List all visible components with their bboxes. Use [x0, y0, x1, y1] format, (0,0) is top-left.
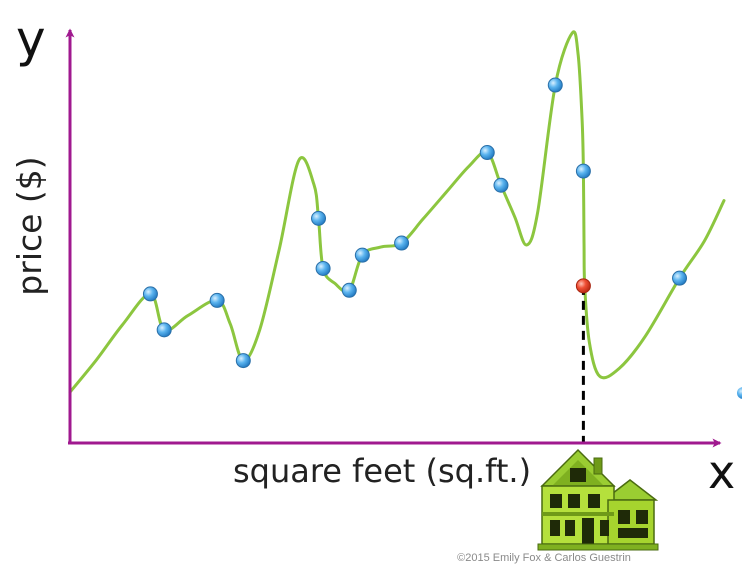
- data-point-9: [394, 235, 410, 251]
- data-point-3: [209, 292, 225, 308]
- data-point-5: [311, 210, 327, 226]
- x-axis-label: square feet (sq.ft.): [233, 452, 531, 490]
- y-axis-label: price ($): [10, 156, 49, 295]
- data-point-2: [156, 322, 172, 338]
- y-axis-letter: y: [16, 10, 46, 68]
- data-point-13: [575, 163, 591, 179]
- x-axis-letter: x: [708, 445, 735, 499]
- data-point-4: [235, 353, 251, 369]
- fit-curve: [68, 30, 726, 394]
- data-point-8: [354, 247, 370, 263]
- offscreen-point-fragment: [737, 387, 742, 399]
- data-point-1: [142, 286, 158, 302]
- predicted-point: [575, 278, 591, 294]
- data-point-14: [672, 270, 688, 286]
- data-point-10: [479, 145, 495, 161]
- copyright-text: ©2015 Emily Fox & Carlos Guestrin: [457, 552, 631, 564]
- data-point-11: [493, 177, 509, 193]
- house-icon: [537, 448, 659, 551]
- points-layer: [142, 77, 688, 369]
- data-point-12: [547, 77, 563, 93]
- data-point-7: [341, 282, 357, 298]
- data-point-6: [315, 260, 331, 276]
